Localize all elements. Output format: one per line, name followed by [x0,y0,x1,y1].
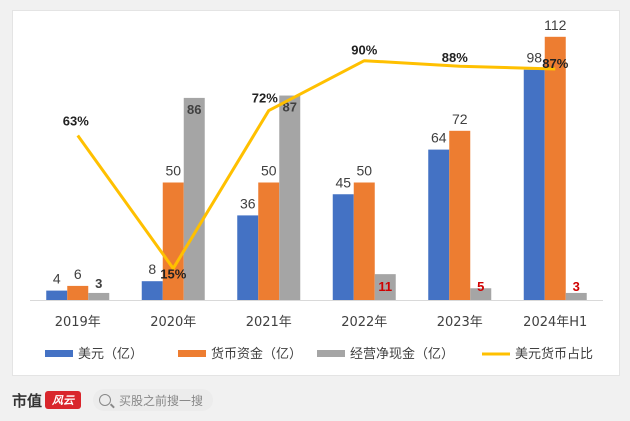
legend-swatch-1 [178,350,206,357]
line-label-2: 72% [252,91,278,106]
search-icon [99,394,112,406]
bar-opcash-2 [279,95,301,300]
bar-usd-1 [141,281,163,300]
data-label-opcash-2: 87 [283,100,297,115]
watermark-footer: 市值 风云 买股之前搜一搜 [12,383,618,417]
bar-cash-1 [162,182,184,300]
data-label-opcash-1: 86 [187,102,201,117]
line-usd-share [76,59,556,270]
bar-opcash-1 [183,97,205,301]
search-box[interactable]: 买股之前搜一搜 [93,389,214,411]
data-label-opcash-3: 11 [378,279,392,294]
search-placeholder: 买股之前搜一搜 [119,393,204,408]
bar-opcash-5 [565,292,587,300]
legend-label-2: 经营净现金（亿） [350,346,454,362]
data-label-usd-0: 4 [53,271,61,287]
bar-usd-2 [237,215,259,300]
bar-usd-5 [523,69,545,300]
data-label-cash-4: 72 [452,111,468,127]
data-label-cash-0: 6 [74,266,82,282]
legend-swatch-2 [317,350,345,357]
data-label-cash-3: 50 [356,163,372,179]
line-label-0: 63% [63,113,89,128]
line-label-5: 87% [542,56,568,71]
data-label-usd-4: 64 [431,130,447,146]
data-label-usd-1: 8 [148,261,156,277]
bar-cash-0 [67,285,89,300]
bar-usd-3 [332,194,354,300]
chart-card [12,10,620,376]
x-tick-label-0: 2019年 [55,315,101,330]
bar-usd-0 [46,290,68,300]
data-label-usd-2: 36 [240,195,256,211]
x-tick-label-4: 2023年 [437,315,483,330]
legend-label-0: 美元（亿） [78,347,143,362]
legend-label-1: 货币资金（亿） [211,346,302,362]
data-label-opcash-0: 3 [95,276,102,291]
data-label-cash-1: 50 [165,163,181,179]
x-tick-label-2: 2021年 [246,315,292,330]
bar-opcash-3 [374,274,396,300]
bar-opcash-0 [88,292,110,300]
data-label-opcash-5: 3 [573,279,580,294]
x-tick-label-1: 2020年 [150,315,196,330]
data-label-opcash-4: 5 [477,279,484,294]
bar-usd-4 [428,149,450,300]
data-label-cash-5: 112 [544,17,567,33]
bar-opcash-4 [470,288,492,300]
x-tick-label-5: 2024年H1 [523,315,587,330]
data-label-usd-5: 98 [526,50,542,66]
brand-mark-text: 风云 [52,394,75,407]
brand-mark: 风云 [45,391,82,409]
brand-logo: 市值 风云 [12,390,82,411]
bar-cash-3 [353,182,375,300]
brand-text: 市值 [12,391,43,410]
data-label-usd-3: 45 [335,174,351,190]
line-label-1: 15% [160,266,186,281]
legend-label-line: 美元货币占比 [515,346,593,362]
line-label-3: 90% [351,43,377,58]
legend-swatch-0 [45,350,73,357]
bar-cash-2 [258,182,280,300]
bar-cash-4 [449,130,471,300]
x-tick-label-3: 2022年 [341,315,387,330]
line-label-4: 88% [442,50,468,65]
data-label-cash-2: 50 [261,163,277,179]
bar-cash-5 [544,36,566,301]
